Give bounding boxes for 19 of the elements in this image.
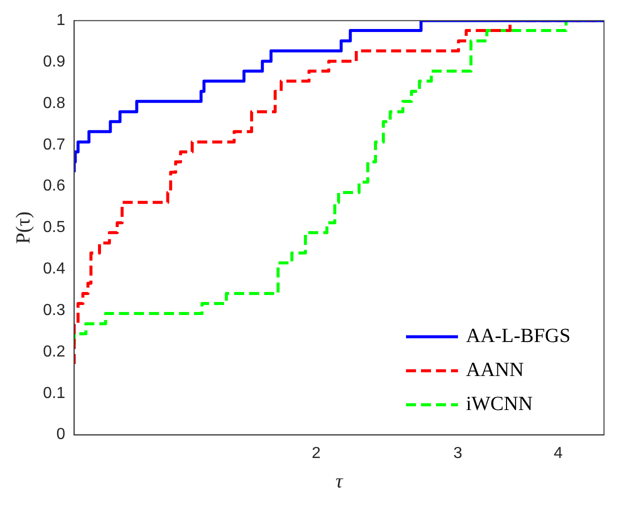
y-tick-label: 0.8 <box>42 94 66 112</box>
y-tick-label: 0.4 <box>42 260 66 278</box>
legend-label: AANN <box>466 359 524 382</box>
y-tick-label: 0.9 <box>42 53 66 70</box>
y-tick-label: 0.2 <box>42 343 66 360</box>
x-tick-label: 4 <box>554 444 563 462</box>
x-tick-label: 3 <box>453 444 462 462</box>
y-tick-label: 0.1 <box>42 384 66 402</box>
y-tick-label: 0.7 <box>42 136 66 154</box>
legend-label: iWCNN <box>466 393 533 416</box>
x-tick-label: 2 <box>312 444 321 462</box>
y-tick-label: 0.6 <box>42 178 66 195</box>
x-axis-title: τ <box>336 470 344 492</box>
legend-label: AA-L-BFGS <box>466 325 570 348</box>
y-tick-label: 1 <box>56 12 66 30</box>
y-axis-title: P(τ) <box>12 211 34 244</box>
y-tick-label: 0.5 <box>42 219 66 236</box>
y-tick-label: 0.3 <box>42 302 66 319</box>
y-tick-label: 0 <box>56 426 66 444</box>
